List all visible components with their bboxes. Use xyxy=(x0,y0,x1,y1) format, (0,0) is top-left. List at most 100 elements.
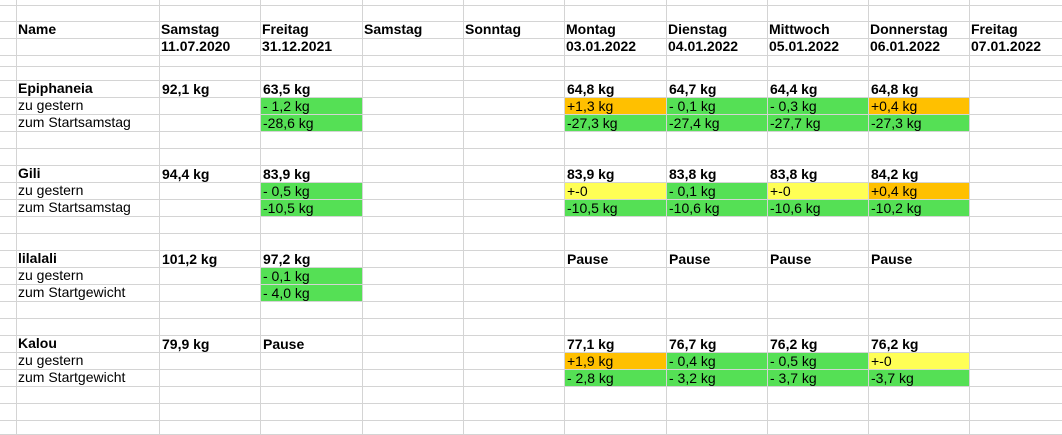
value-cell[interactable]: 64,7 kg xyxy=(669,81,717,97)
grid-row-line xyxy=(0,97,1062,98)
row-label-cell[interactable]: Kalou xyxy=(18,335,57,351)
value-cell[interactable]: -10,5 kg xyxy=(565,200,666,216)
header-date-cell[interactable]: 06.01.2022 xyxy=(870,38,941,54)
value-cell[interactable]: -10,6 kg xyxy=(768,200,868,216)
header-day-cell[interactable]: Freitag xyxy=(262,21,309,37)
grid-row-line xyxy=(0,386,1062,387)
row-label-cell[interactable]: zu gestern xyxy=(18,352,84,368)
row-label-cell[interactable]: zum Startgewicht xyxy=(18,284,126,300)
value-cell[interactable]: 76,2 kg xyxy=(770,336,818,352)
row-label-cell[interactable]: zum Startgewicht xyxy=(18,369,126,385)
value-cell[interactable]: -3,7 kg xyxy=(869,370,969,386)
value-cell[interactable]: 63,5 kg xyxy=(263,81,311,97)
header-day-cell[interactable]: Mittwoch xyxy=(769,21,830,37)
value-cell[interactable]: 83,8 kg xyxy=(770,166,818,182)
row-label-cell[interactable]: zu gestern xyxy=(18,97,84,113)
header-date-cell[interactable]: 11.07.2020 xyxy=(161,38,231,54)
value-cell[interactable]: - 0,5 kg xyxy=(261,183,362,199)
value-cell[interactable]: - 4,0 kg xyxy=(261,285,362,301)
value-cell[interactable]: 64,4 kg xyxy=(770,81,818,97)
grid-row-line xyxy=(0,284,1062,285)
header-date-cell[interactable]: 05.01.2022 xyxy=(769,38,840,54)
value-cell[interactable]: - 0,5 kg xyxy=(768,353,868,369)
value-cell[interactable]: - 0,4 kg xyxy=(667,353,767,369)
value-cell[interactable]: - 0,1 kg xyxy=(667,183,767,199)
grid-row-line xyxy=(0,352,1062,353)
value-cell[interactable]: Pause xyxy=(770,251,812,267)
value-cell[interactable]: -10,2 kg xyxy=(869,200,969,216)
value-cell[interactable]: 97,2 kg xyxy=(263,251,311,267)
value-cell[interactable]: +-0 xyxy=(768,183,868,199)
grid-row-line xyxy=(0,114,1062,115)
value-cell[interactable]: - 0,1 kg xyxy=(261,268,362,284)
header-day-cell[interactable]: Freitag xyxy=(971,21,1018,37)
grid-row-line xyxy=(0,148,1062,149)
grid-row-line xyxy=(0,131,1062,132)
value-cell[interactable]: +-0 xyxy=(869,353,969,369)
value-cell[interactable]: -10,5 kg xyxy=(261,200,362,216)
grid-row-line xyxy=(0,318,1062,319)
row-label-cell[interactable]: zum Startsamstag xyxy=(18,114,131,130)
value-cell[interactable]: -27,4 kg xyxy=(667,115,767,131)
value-cell[interactable]: - 1,2 kg xyxy=(261,98,362,114)
header-date-cell[interactable]: 04.01.2022 xyxy=(668,38,739,54)
value-cell[interactable]: 76,2 kg xyxy=(871,336,919,352)
header-day-cell[interactable]: Montag xyxy=(566,21,616,37)
grid-row-line xyxy=(0,80,1062,81)
value-cell[interactable]: 83,9 kg xyxy=(567,166,615,182)
value-cell[interactable]: 92,1 kg xyxy=(162,81,210,97)
value-cell[interactable]: Pause xyxy=(871,251,913,267)
value-cell[interactable]: 83,8 kg xyxy=(669,166,717,182)
value-cell[interactable]: 84,2 kg xyxy=(871,166,919,182)
grid-column-line xyxy=(362,0,363,434)
value-cell[interactable]: 76,7 kg xyxy=(669,336,717,352)
value-cell[interactable]: Pause xyxy=(567,251,609,267)
value-cell[interactable]: - 3,7 kg xyxy=(768,370,868,386)
row-label-cell[interactable]: zum Startsamstag xyxy=(18,199,131,215)
value-cell[interactable]: 79,9 kg xyxy=(162,336,210,352)
header-name-cell[interactable]: Name xyxy=(18,21,57,37)
value-cell[interactable]: -27,3 kg xyxy=(565,115,666,131)
value-cell[interactable]: +0,4 kg xyxy=(869,183,969,199)
value-cell[interactable]: 64,8 kg xyxy=(567,81,615,97)
value-cell[interactable]: -28,6 kg xyxy=(261,115,362,131)
value-cell[interactable]: - 0,3 kg xyxy=(768,98,868,114)
value-cell[interactable]: -10,6 kg xyxy=(667,200,767,216)
grid-column-line xyxy=(260,0,261,434)
value-cell[interactable]: 101,2 kg xyxy=(162,251,218,267)
grid-column-line xyxy=(969,0,970,434)
value-cell[interactable]: +1,9 kg xyxy=(565,353,666,369)
grid-row-line xyxy=(0,38,1062,39)
grid-column-line xyxy=(868,0,869,434)
header-day-cell[interactable]: Sonntag xyxy=(465,21,521,37)
value-cell[interactable]: +-0 xyxy=(565,183,666,199)
value-cell[interactable]: +1,3 kg xyxy=(565,98,666,114)
header-day-cell[interactable]: Samstag xyxy=(364,21,423,37)
row-label-cell[interactable]: zu gestern xyxy=(18,182,84,198)
header-date-cell[interactable]: 03.01.2022 xyxy=(566,38,637,54)
value-cell[interactable]: -27,3 kg xyxy=(869,115,969,131)
row-label-cell[interactable]: zu gestern xyxy=(18,267,84,283)
value-cell[interactable]: - 3,2 kg xyxy=(667,370,767,386)
value-cell[interactable]: 64,8 kg xyxy=(871,81,919,97)
value-cell[interactable]: -27,7 kg xyxy=(768,115,868,131)
row-label-cell[interactable]: Epiphaneia xyxy=(18,80,93,96)
value-cell[interactable]: - 2,8 kg xyxy=(565,370,666,386)
value-cell[interactable]: +0,4 kg xyxy=(869,98,969,114)
value-cell[interactable]: 83,9 kg xyxy=(263,166,311,182)
row-label-cell[interactable]: Gili xyxy=(18,165,41,181)
value-cell[interactable]: 77,1 kg xyxy=(567,336,615,352)
value-cell[interactable]: 94,4 kg xyxy=(162,166,210,182)
grid-row-line xyxy=(0,182,1062,183)
grid-row-line xyxy=(0,5,1062,6)
header-day-cell[interactable]: Dienstag xyxy=(668,21,728,37)
header-date-cell[interactable]: 31.12.2021 xyxy=(262,38,333,54)
value-cell[interactable]: - 0,1 kg xyxy=(667,98,767,114)
header-day-cell[interactable]: Donnerstag xyxy=(870,21,948,37)
row-label-cell[interactable]: lilalali xyxy=(18,250,57,266)
header-date-cell[interactable]: 07.01.2022 xyxy=(971,38,1042,54)
grid-row-line xyxy=(0,165,1062,166)
header-day-cell[interactable]: Samstag xyxy=(161,21,220,37)
value-cell[interactable]: Pause xyxy=(669,251,711,267)
value-cell[interactable]: Pause xyxy=(263,336,305,352)
